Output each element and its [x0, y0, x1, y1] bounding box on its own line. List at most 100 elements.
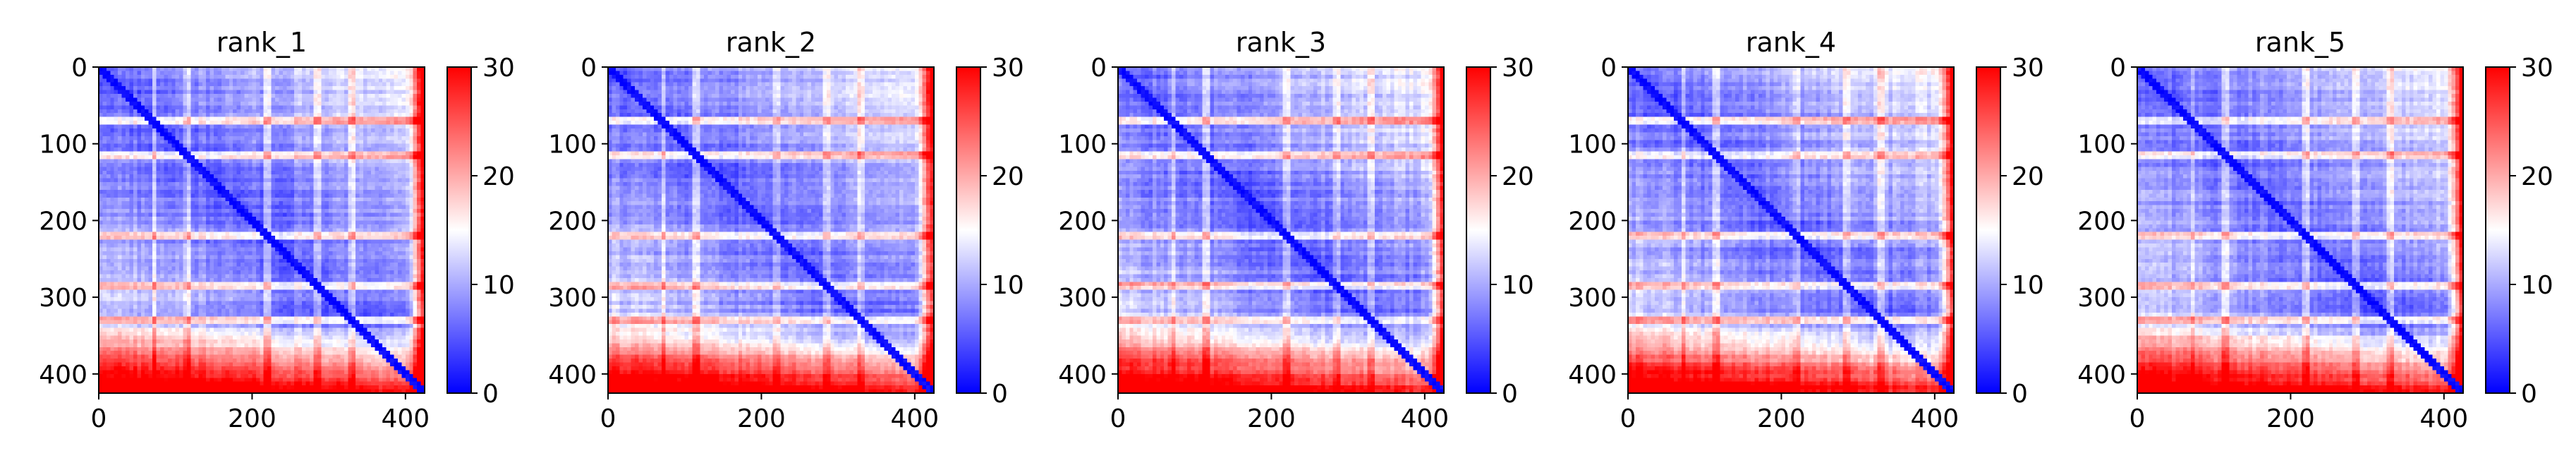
heatmap-cell	[245, 163, 249, 167]
heatmap-cell	[237, 171, 241, 175]
heatmap-cell	[363, 97, 367, 102]
heatmap-cell	[363, 105, 367, 109]
heatmap-cell	[198, 148, 202, 152]
heatmap-cell	[137, 179, 141, 183]
heatmap-cell	[367, 136, 371, 140]
heatmap-cell	[206, 102, 210, 106]
heatmap-cell	[137, 167, 141, 171]
heatmap-cell	[248, 121, 253, 125]
heatmap-cell	[272, 75, 276, 79]
heatmap-cell	[333, 75, 337, 79]
heatmap-cell	[225, 113, 229, 117]
heatmap-cell	[325, 75, 329, 79]
heatmap-cell	[102, 167, 107, 171]
heatmap-cell	[329, 163, 333, 167]
heatmap-cell	[107, 132, 111, 136]
heatmap-cell	[306, 113, 310, 117]
heatmap-cell	[406, 132, 410, 136]
heatmap-cell	[310, 144, 314, 148]
heatmap-cell	[340, 140, 344, 144]
heatmap-cell	[195, 83, 199, 87]
heatmap-cell	[187, 97, 191, 102]
heatmap-cell	[252, 167, 256, 171]
heatmap-cell	[382, 97, 387, 102]
heatmap-cell	[114, 75, 119, 79]
heatmap-cell	[348, 78, 352, 83]
heatmap-cell	[241, 179, 245, 183]
heatmap-cell	[214, 86, 218, 90]
heatmap-cell	[321, 125, 325, 129]
heatmap-cell	[371, 128, 375, 133]
heatmap-cell	[348, 97, 352, 102]
heatmap-cell	[241, 94, 245, 98]
heatmap-cell	[302, 83, 306, 87]
heatmap-cell	[160, 144, 164, 148]
heatmap-cell	[306, 152, 310, 156]
heatmap-cell	[149, 148, 153, 152]
heatmap-cell	[237, 109, 241, 114]
heatmap-cell	[394, 163, 399, 167]
heatmap-cell	[398, 117, 402, 121]
heatmap-cell	[202, 71, 207, 75]
heatmap-cell	[302, 105, 306, 109]
heatmap-cell	[272, 155, 276, 160]
heatmap-cell	[356, 186, 360, 190]
heatmap-cell	[237, 186, 241, 190]
heatmap-cell	[171, 121, 176, 125]
heatmap-cell	[206, 136, 210, 140]
heatmap-cell	[190, 136, 195, 140]
heatmap-cell	[248, 144, 253, 148]
heatmap-cell	[352, 152, 356, 156]
heatmap-cell	[363, 136, 367, 140]
heatmap-cell	[187, 71, 191, 75]
heatmap-cell	[283, 128, 287, 133]
heatmap-cell	[102, 144, 107, 148]
heatmap-cell	[310, 75, 314, 79]
heatmap-cell	[129, 102, 133, 106]
heatmap-cell	[310, 86, 314, 90]
heatmap-cell	[333, 71, 337, 75]
heatmap-cell	[264, 179, 268, 183]
heatmap-cell	[241, 186, 245, 190]
heatmap-cell	[152, 152, 157, 156]
heatmap-cell	[275, 148, 279, 152]
heatmap-cell	[294, 186, 298, 190]
heatmap-cell	[233, 105, 237, 109]
heatmap-cell	[210, 132, 214, 136]
heatmap-cell	[183, 128, 188, 133]
heatmap-cell	[129, 132, 133, 136]
heatmap-cell	[210, 136, 214, 140]
heatmap-cell	[371, 140, 375, 144]
heatmap-cell	[198, 75, 202, 79]
heatmap-cell	[118, 78, 122, 83]
heatmap-cell	[149, 132, 153, 136]
heatmap-cell	[291, 144, 295, 148]
heatmap-cell	[248, 132, 253, 136]
heatmap-cell	[206, 144, 210, 148]
heatmap-cell	[294, 90, 298, 95]
heatmap-cell	[252, 152, 256, 156]
heatmap-cell	[210, 182, 214, 186]
heatmap-cell	[114, 94, 119, 98]
heatmap-cell	[413, 148, 418, 152]
heatmap-cell	[329, 71, 333, 75]
heatmap-cell	[248, 90, 253, 95]
heatmap-cell	[394, 182, 399, 186]
heatmap-cell	[413, 132, 418, 136]
heatmap-cell	[118, 190, 122, 194]
heatmap-cell	[291, 132, 295, 136]
heatmap-cell	[401, 136, 406, 140]
heatmap-cell	[382, 174, 387, 179]
heatmap-cell	[202, 144, 207, 148]
heatmap-cell	[321, 155, 325, 160]
heatmap-cell	[286, 148, 291, 152]
heatmap-cell	[344, 163, 348, 167]
heatmap-cell	[272, 174, 276, 179]
heatmap-cell	[417, 174, 421, 179]
heatmap-cell	[401, 132, 406, 136]
heatmap-cell	[325, 117, 329, 121]
heatmap-cell	[187, 179, 191, 183]
heatmap-cell	[176, 102, 180, 106]
heatmap-cell	[217, 182, 221, 186]
heatmap-cell	[272, 113, 276, 117]
